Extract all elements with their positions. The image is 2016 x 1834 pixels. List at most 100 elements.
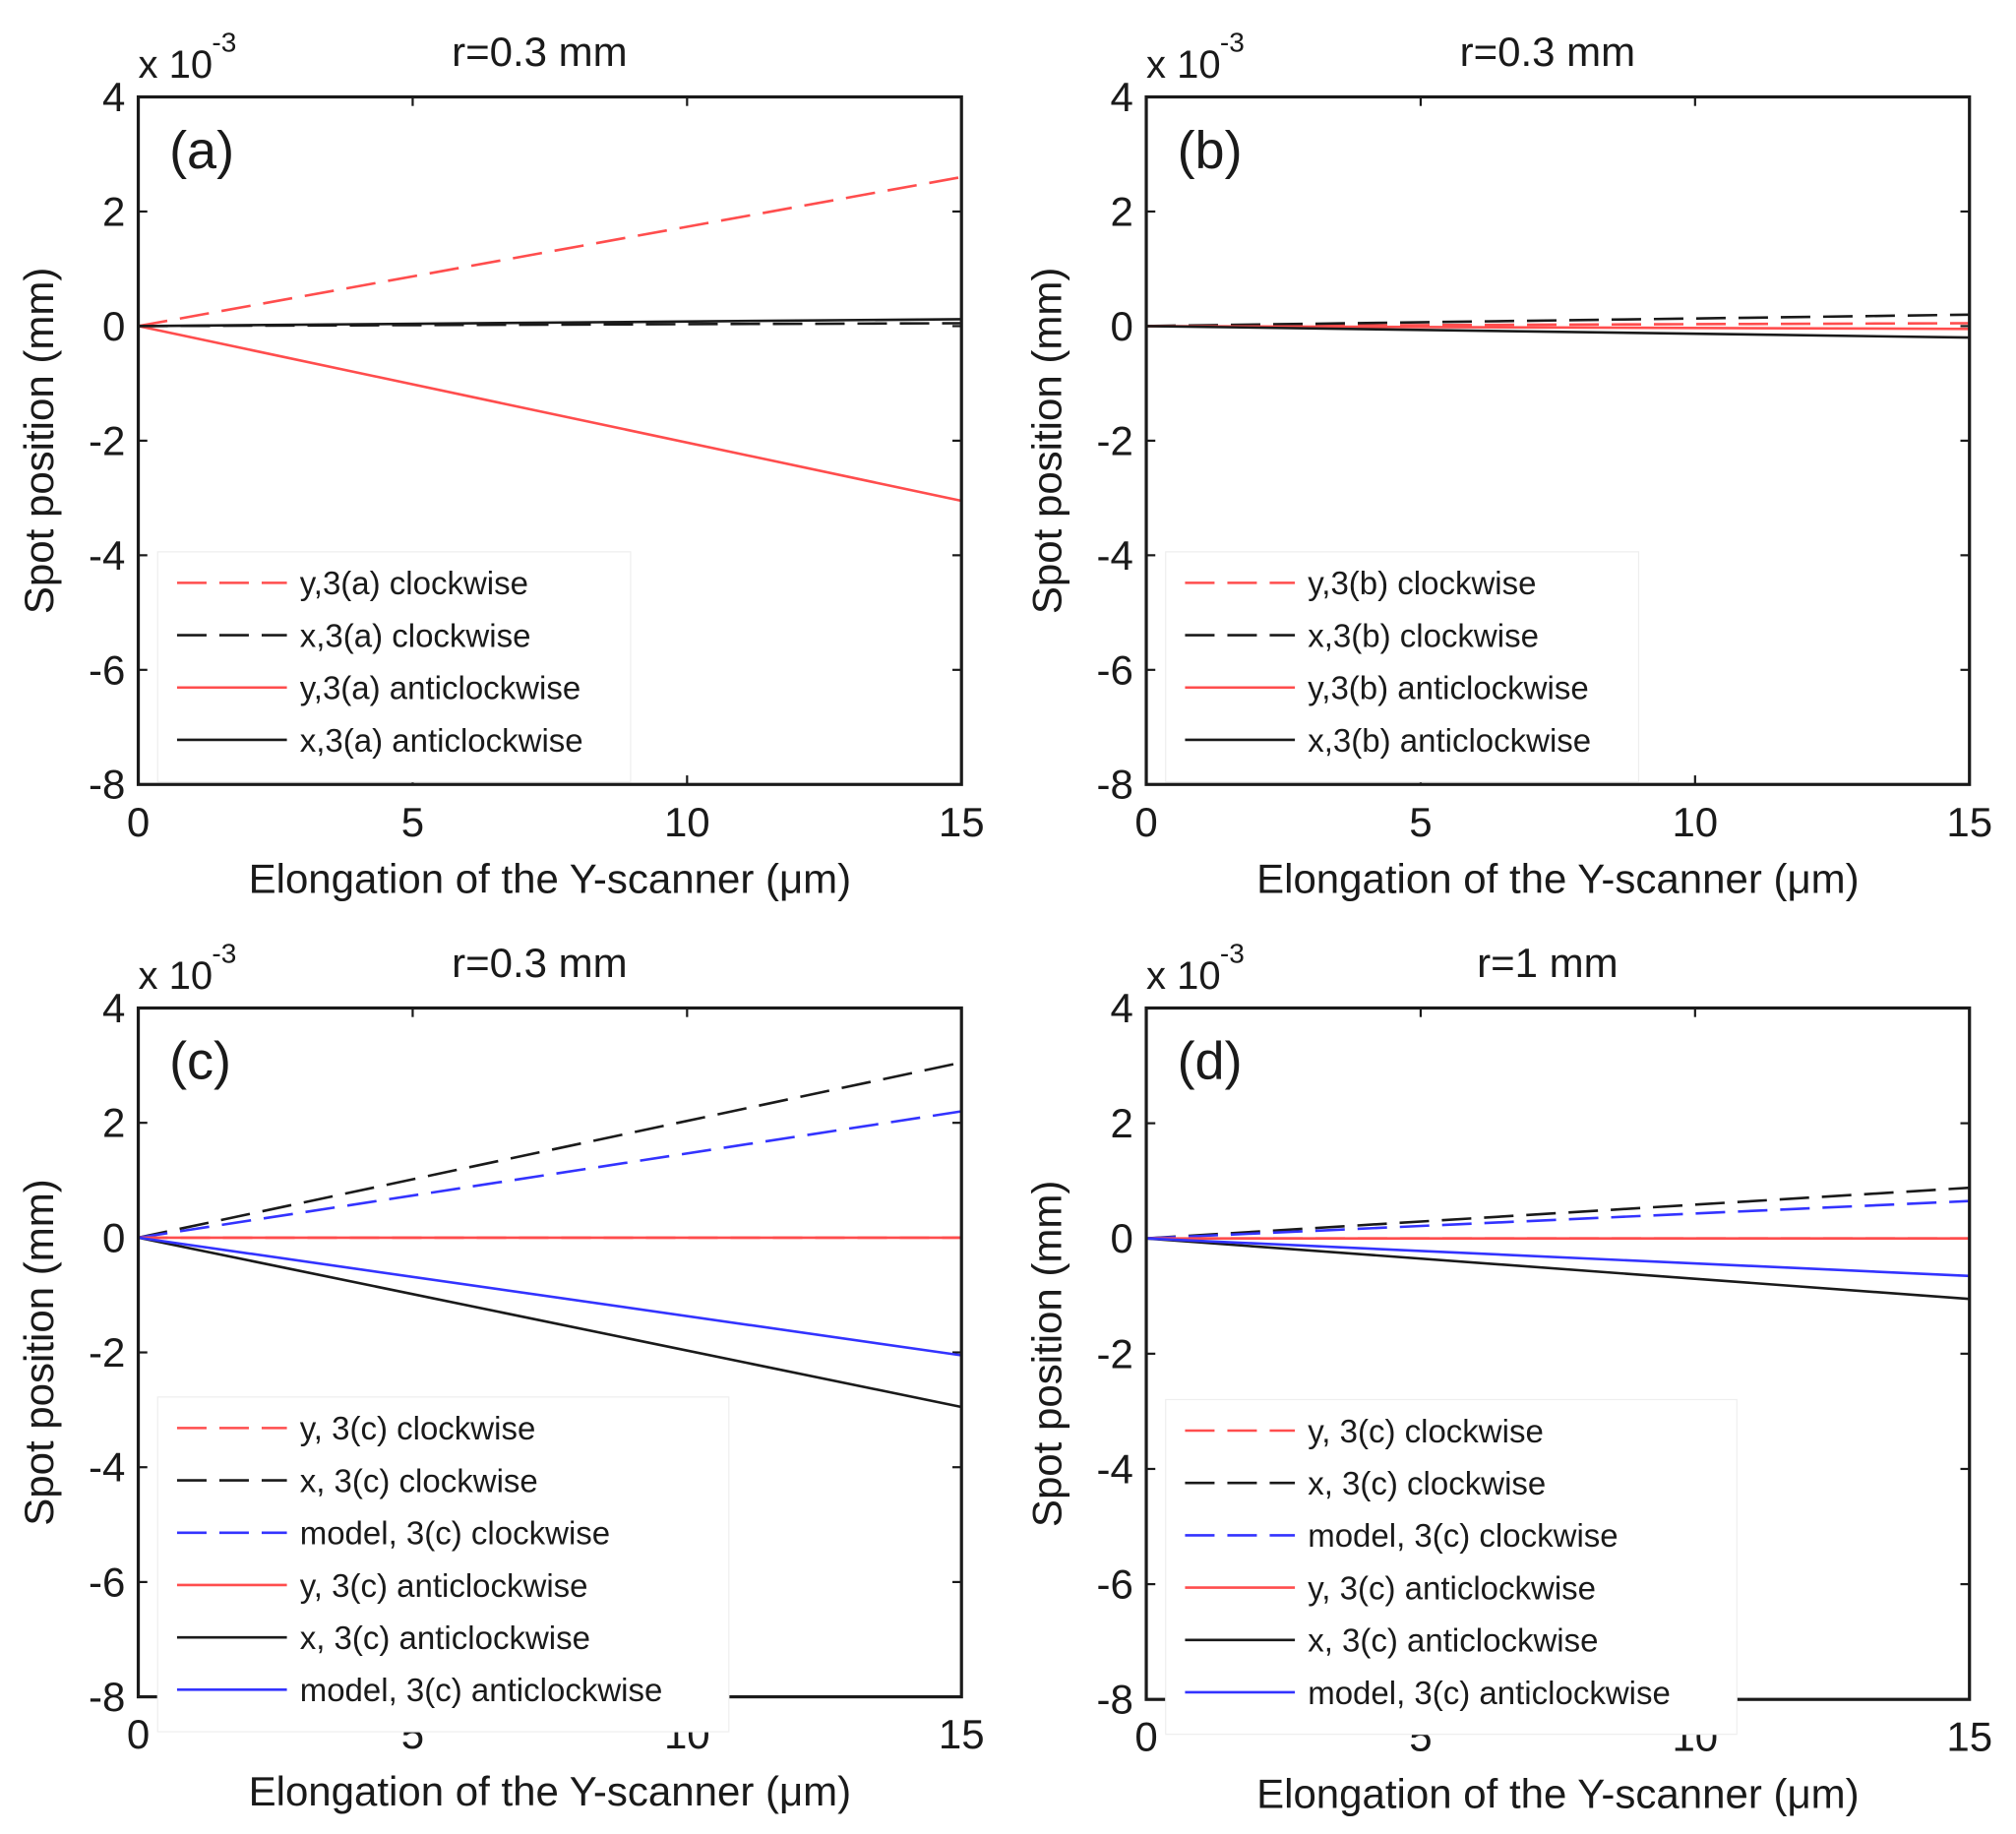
series-line-1: [1145, 1186, 1970, 1240]
y-tick-label: 2: [102, 188, 125, 234]
y-tick-label: -6: [89, 646, 125, 693]
series-line-1: [138, 1061, 962, 1240]
y-tick-label: -4: [89, 532, 125, 579]
y-scale-exponent: -3: [1220, 939, 1245, 969]
chart-panel-b: 0 5 10 15 4 2 0 -2 -4 -6 -8 y,3(b) clockwise x,3(b) …: [1023, 28, 1992, 902]
y-tick-label: -6: [1097, 1561, 1133, 1608]
x-tick-label: 5: [1409, 799, 1432, 845]
x-tick-label: 5: [401, 799, 424, 845]
legend-label: y,3(b) clockwise: [1308, 565, 1536, 601]
y-tick-label: -2: [89, 417, 125, 463]
legend: y,3(b) clockwise x,3(b) clockwise y,3(b) a…: [1165, 551, 1640, 783]
y-tick-label: 0: [1111, 1215, 1133, 1261]
series-line-5: [1145, 1237, 1970, 1278]
y-tick-label: -8: [1097, 762, 1133, 808]
y-scale-base: x 10: [1146, 43, 1221, 87]
legend: y, 3(c) clockwise x, 3(c) clockwise model,…: [1165, 1398, 1738, 1736]
legend-label: x, 3(c) clockwise: [300, 1462, 538, 1498]
legend-label: model, 3(c) anticlockwise: [300, 1672, 663, 1708]
legend-label: model, 3(c) clockwise: [1308, 1517, 1618, 1554]
y-scale-base: x 10: [139, 43, 214, 87]
chart-panel-a: 0 5 10 15 4 2 0 -2 -4 -6 -8 y,3(a) clockwise x,3(a) …: [16, 28, 985, 902]
y-tick-label: 0: [1111, 303, 1133, 349]
legend-box: [156, 551, 632, 783]
legend-box: [1165, 551, 1640, 783]
x-axis-label: Elongation of the Y-scanner (μm): [249, 856, 852, 902]
series-line-4: [138, 1236, 962, 1409]
series-line-2: [138, 1110, 962, 1240]
series-line-1: [1145, 313, 1970, 328]
x-tick-label: 15: [1946, 799, 1992, 845]
legend-label: x, 3(c) anticlockwise: [1308, 1622, 1598, 1659]
legend-label: y, 3(c) anticlockwise: [300, 1567, 588, 1604]
axes-frame: [1144, 94, 1972, 786]
y-axis-label: Spot position (mm): [1023, 268, 1069, 614]
y-tick-label: -8: [1097, 1677, 1133, 1723]
y-tick-label: 2: [1111, 1100, 1133, 1146]
y-tick-label: 4: [1111, 74, 1133, 120]
panel-label: (d): [1178, 1032, 1243, 1091]
y-scale-base: x 10: [139, 954, 214, 998]
y-tick-label: 4: [1111, 985, 1133, 1031]
legend-label: y, 3(c) anticlockwise: [1308, 1569, 1596, 1606]
y-tick-label: -4: [1097, 532, 1133, 579]
y-scale-exponent: -3: [212, 939, 236, 969]
legend-label: x,3(a) clockwise: [300, 617, 531, 653]
legend: y, 3(c) clockwise x, 3(c) clockwise model,…: [156, 1396, 730, 1733]
x-tick-label: 0: [127, 1711, 150, 1757]
legend-box: [156, 1396, 730, 1733]
x-tick-label: 10: [664, 799, 710, 845]
panel-label: (b): [1178, 121, 1243, 180]
x-axis-label: Elongation of the Y-scanner (μm): [249, 1768, 852, 1814]
legend-label: x,3(b) clockwise: [1308, 617, 1539, 653]
legend-label: x,3(b) anticlockwise: [1308, 722, 1591, 759]
y-tick-label: -6: [1097, 646, 1133, 693]
chart-title: r=0.3 mm: [452, 940, 628, 986]
x-tick-label: 0: [1134, 1714, 1157, 1760]
chart-title: r=1 mm: [1477, 940, 1619, 986]
y-tick-label: -4: [89, 1444, 125, 1491]
y-scale-base: x 10: [1146, 954, 1221, 998]
legend-label: x,3(a) anticlockwise: [300, 722, 583, 759]
y-tick-label: -4: [1097, 1445, 1133, 1492]
legend-label: y,3(a) clockwise: [300, 565, 528, 601]
legend-label: y, 3(c) clockwise: [1308, 1413, 1544, 1449]
legend-label: y,3(a) anticlockwise: [300, 670, 580, 706]
chart-title: r=0.3 mm: [452, 29, 628, 75]
series-line-4: [1145, 1237, 1970, 1301]
y-tick-label: 0: [102, 1214, 125, 1260]
x-tick-label: 10: [1672, 799, 1718, 845]
x-tick-label: 0: [1134, 799, 1157, 845]
legend-label: model, 3(c) clockwise: [300, 1515, 610, 1552]
x-tick-label: 0: [127, 799, 150, 845]
y-axis-label: Spot position (mm): [1023, 1181, 1069, 1527]
y-tick-label: -8: [89, 762, 125, 808]
y-tick-label: -6: [89, 1559, 125, 1605]
x-tick-label: 15: [939, 1711, 985, 1757]
x-axis-label: Elongation of the Y-scanner (μm): [1256, 856, 1860, 902]
legend: y,3(a) clockwise x,3(a) clockwise y,3(a) a…: [156, 551, 632, 783]
series-line-2: [138, 325, 962, 503]
y-tick-label: 2: [102, 1100, 125, 1146]
x-axis-label: Elongation of the Y-scanner (μm): [1256, 1771, 1860, 1817]
series-line-3: [1145, 325, 1970, 339]
axes-frame: [136, 94, 963, 786]
y-scale-exponent: -3: [212, 28, 236, 58]
x-tick-label: 15: [1946, 1714, 1992, 1760]
y-axis-label: Spot position (mm): [16, 1179, 62, 1525]
y-tick-label: -2: [89, 1329, 125, 1376]
y-tick-label: -8: [89, 1674, 125, 1720]
y-tick-label: 4: [102, 985, 125, 1031]
y-tick-label: -2: [1097, 1330, 1133, 1376]
legend-box: [1165, 1398, 1738, 1736]
legend-label: x, 3(c) anticlockwise: [300, 1620, 590, 1656]
y-tick-label: -2: [1097, 417, 1133, 463]
y-tick-label: 4: [102, 74, 125, 120]
legend-label: y,3(b) anticlockwise: [1308, 670, 1588, 706]
panel-label: (a): [169, 121, 234, 180]
chart-title: r=0.3 mm: [1460, 29, 1636, 75]
series-line-2: [1145, 1199, 1970, 1240]
series-line-5: [138, 1236, 962, 1357]
